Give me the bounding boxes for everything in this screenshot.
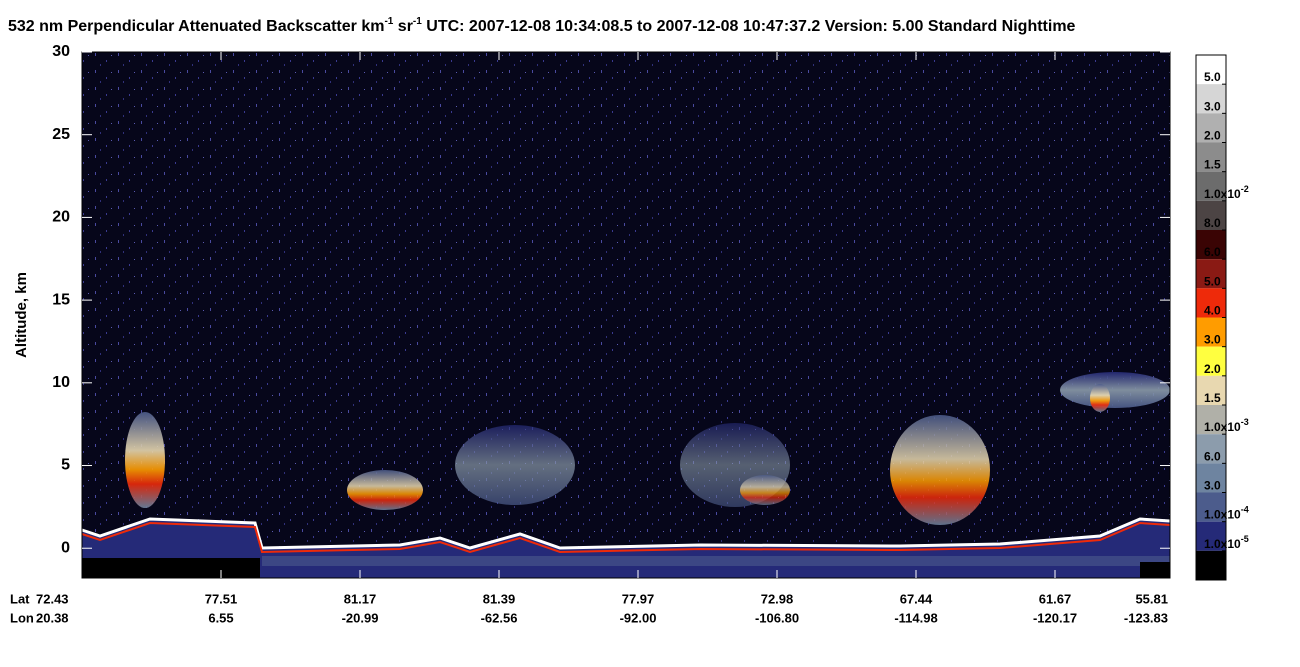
colorbar-label-exponent: -5 [1241,534,1249,544]
colorbar-label: 3.0 [1204,333,1221,347]
lon-label: -123.83 [1124,610,1168,625]
colorbar-label-text: 5.0 [1204,70,1221,84]
lat-label: 81.39 [483,591,516,606]
title-superscript: -1 [384,16,393,27]
colorbar-swatch [1196,521,1226,551]
colorbar-swatch [1196,317,1226,347]
colorbar-label-text: 6.0 [1204,450,1221,464]
colorbar-label-text: 5.0 [1204,275,1221,289]
colorbar-swatch [1196,142,1226,172]
colorbar-label-exponent: -3 [1241,418,1249,428]
lat-label: 77.97 [622,591,655,606]
colorbar-label-text: 1.5 [1204,158,1221,172]
colorbar-label: 2.0 [1204,129,1221,143]
colorbar-swatch [1196,463,1226,493]
colorbar-swatch [1196,113,1226,143]
y-tick-label: 10 [52,374,70,391]
colorbar-swatch [1196,84,1226,114]
lat-label: 61.67 [1039,591,1072,606]
y-tick-label: 0 [61,539,70,556]
title-part: sr [393,18,413,35]
colorbar-swatch [1196,375,1226,405]
lat-label: 81.17 [344,591,377,606]
colorbar-label-exponent: -2 [1241,184,1249,194]
colorbar-swatch [1196,492,1226,522]
colorbar-swatch [1196,55,1226,85]
chart-title: 532 nm Perpendicular Attenuated Backscat… [8,16,1076,36]
lon-label: -114.98 [894,610,937,625]
colorbar-label-text: 3.0 [1204,333,1221,347]
y-tick-label: 5 [61,457,70,474]
y-tick-label: 20 [52,209,70,226]
colorbar-label: 3.0 [1204,479,1221,493]
colorbar-label: 1.0x10-3 [1204,418,1249,435]
colorbar-swatch [1196,288,1226,318]
colorbar-label: 5.0 [1204,275,1221,289]
lat-label: 72.98 [761,591,794,606]
colorbar-label-text: 2.0 [1204,129,1221,143]
lon-label: -92.00 [620,610,657,625]
y-axis-label: Altitude, km [13,272,30,358]
title-part: 532 nm Perpendicular Attenuated Backscat… [8,18,384,35]
colorbar-label-text: 2.0 [1204,362,1221,376]
lon-label: -62.56 [481,610,518,625]
colorbar-label: 8.0 [1204,216,1221,230]
plot-frame [81,51,1171,579]
colorbar-label: 1.0x10-2 [1204,184,1249,201]
x-row-label: Lon [10,610,34,625]
colorbar-label-text: 1.0x10 [1204,187,1241,201]
colorbar-swatch [1196,259,1226,289]
lon-label: -106.80 [755,610,799,625]
colorbar-label-text: 1.0x10 [1204,537,1241,551]
colorbar-label: 5.0 [1204,70,1221,84]
colorbar-label: 6.0 [1204,450,1221,464]
y-tick-label: 15 [52,291,70,308]
backscatter-image [81,52,1171,578]
colorbar-label-text: 8.0 [1204,216,1221,230]
lon-label: -20.99 [342,610,379,625]
colorbar-swatch [1196,200,1226,230]
colorbar-label-text: 3.0 [1204,479,1221,493]
lon-label: -120.17 [1033,610,1077,625]
colorbar-swatch [1196,405,1226,435]
colorbar-swatch [1196,346,1226,376]
lon-label: 6.55 [208,610,233,625]
colorbar-label: 6.0 [1204,245,1221,259]
colorbar-swatch [1196,230,1226,260]
colorbar-label-text: 6.0 [1204,245,1221,259]
lon-label: 20.38 [36,610,69,625]
colorbar-label-text: 3.0 [1204,100,1221,114]
colorbar-label-text: 4.0 [1204,304,1221,318]
y-tick-label: 30 [52,43,70,60]
colorbar-swatch [1196,171,1226,201]
colorbar-label-text: 1.0x10 [1204,508,1241,522]
colorbar-label: 2.0 [1204,362,1221,376]
x-row-label: Lat [10,591,30,606]
title-superscript: -1 [413,16,422,27]
colorbar-label: 1.0x10-4 [1204,505,1249,522]
colorbar-swatch [1196,434,1226,464]
colorbar-label-text: 1.0x10 [1204,420,1241,434]
lat-label: 72.43 [36,591,69,606]
colorbar-label: 1.5 [1204,158,1221,172]
colorbar-label: 4.0 [1204,304,1221,318]
colorbar-label: 3.0 [1204,100,1221,114]
lat-label: 77.51 [205,591,238,606]
y-tick-label: 25 [52,126,70,143]
colorbar-label-text: 1.5 [1204,391,1221,405]
lat-label: 55.81 [1135,591,1168,606]
colorbar: 5.03.02.01.51.0x10-28.06.05.04.03.02.01.… [1195,54,1249,581]
lat-label: 67.44 [900,591,933,606]
colorbar-label: 1.5 [1204,391,1221,405]
colorbar-label: 1.0x10-5 [1204,534,1249,551]
colorbar-swatch [1196,550,1226,580]
title-part: UTC: 2007-12-08 10:34:08.5 to 2007-12-08… [422,18,1076,35]
colorbar-label-exponent: -4 [1241,505,1249,515]
